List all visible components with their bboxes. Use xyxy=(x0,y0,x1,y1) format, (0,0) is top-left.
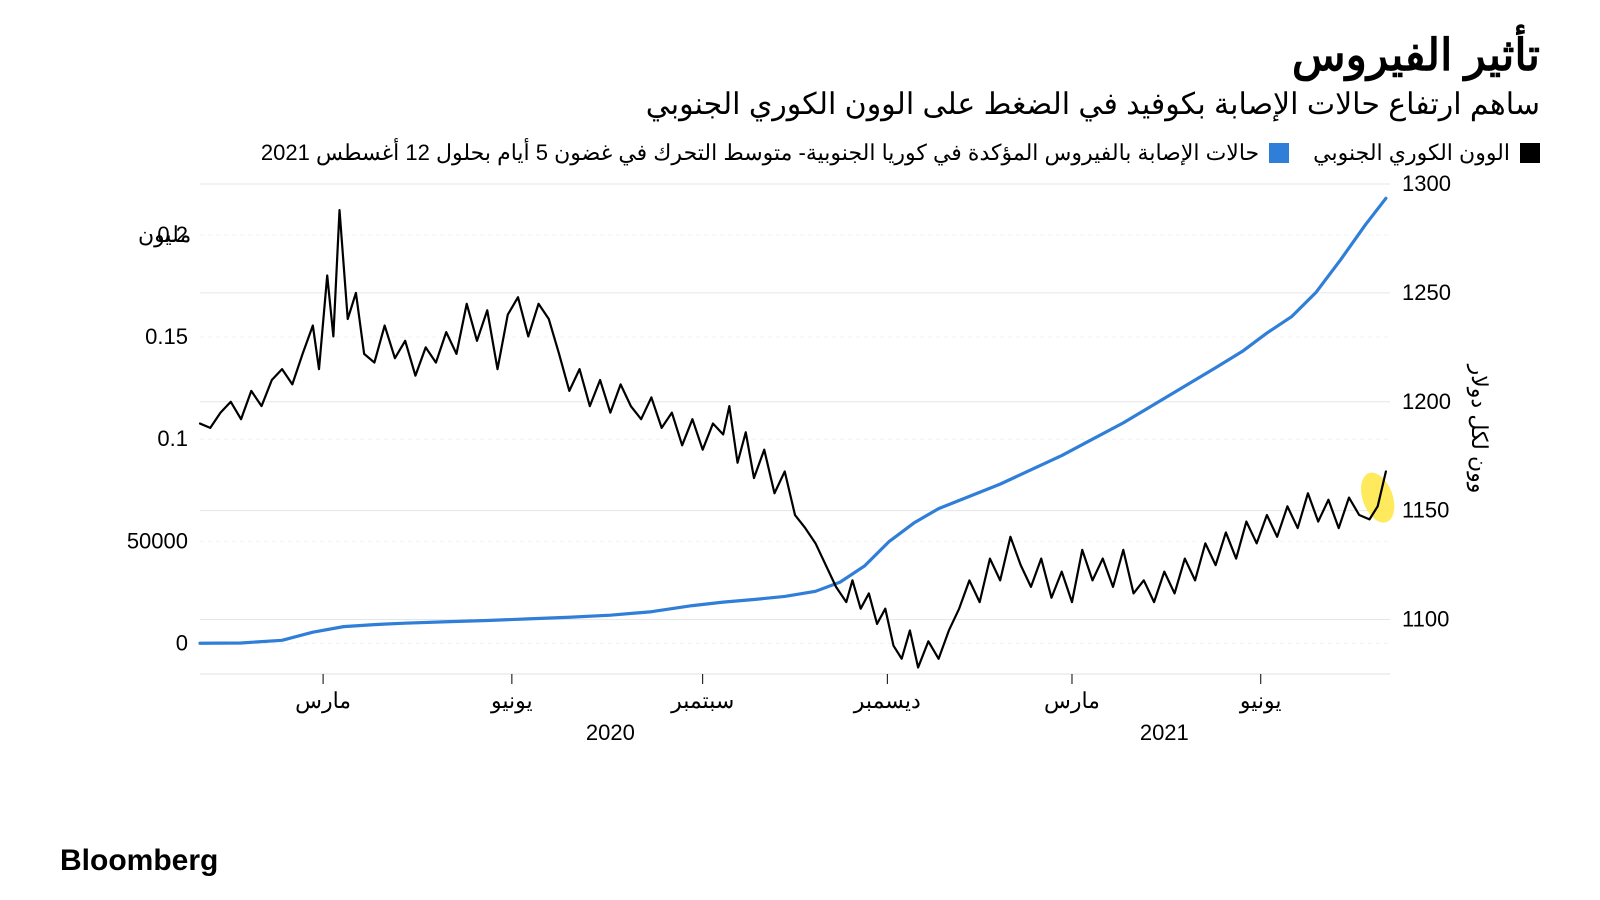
svg-text:0.15: 0.15 xyxy=(145,324,188,349)
legend-item-won: الوون الكوري الجنوبي xyxy=(1313,140,1540,166)
svg-text:يونيو: يونيو xyxy=(490,688,533,714)
svg-text:1250: 1250 xyxy=(1402,280,1451,305)
svg-text:2020: 2020 xyxy=(586,720,635,745)
chart-subtitle: ساهم ارتفاع حالات الإصابة بكوفيد في الضغ… xyxy=(60,87,1540,122)
svg-text:ديسمبر: ديسمبر xyxy=(853,688,921,714)
legend-label-cases: حالات الإصابة بالفيروس المؤكدة في كوريا … xyxy=(261,140,1259,166)
svg-text:1150: 1150 xyxy=(1402,498,1449,523)
svg-text:مارس: مارس xyxy=(295,688,351,714)
svg-text:سبتمبر: سبتمبر xyxy=(670,688,734,714)
svg-text:يونيو: يونيو xyxy=(1239,688,1282,714)
chart-title: تأثير الفيروس xyxy=(60,30,1540,81)
svg-text:2021: 2021 xyxy=(1140,720,1189,745)
legend: الوون الكوري الجنوبي حالات الإصابة بالفي… xyxy=(60,140,1540,166)
svg-text:1200: 1200 xyxy=(1402,389,1451,414)
legend-swatch-won xyxy=(1520,143,1540,163)
svg-text:1300: 1300 xyxy=(1402,174,1451,196)
svg-text:وون لكل دولار: وون لكل دولار xyxy=(1466,364,1492,494)
chart-svg: 1100 1150 1200 1250 1300 وون لكل دولار 0 50000 0… xyxy=(60,174,1540,784)
source-label: Bloomberg xyxy=(60,844,218,878)
svg-text:0: 0 xyxy=(176,630,188,655)
chart-plot: 1100 1150 1200 1250 1300 وون لكل دولار 0 50000 0… xyxy=(60,174,1540,784)
legend-item-cases: حالات الإصابة بالفيروس المؤكدة في كوريا … xyxy=(261,140,1289,166)
legend-label-won: الوون الكوري الجنوبي xyxy=(1313,140,1510,166)
svg-text:مارس: مارس xyxy=(1044,688,1100,714)
svg-text:1100: 1100 xyxy=(1402,607,1449,632)
svg-text:مليون: مليون xyxy=(138,222,191,248)
legend-swatch-cases xyxy=(1269,143,1289,163)
svg-text:50000: 50000 xyxy=(127,528,188,553)
svg-text:0.1: 0.1 xyxy=(157,426,188,451)
